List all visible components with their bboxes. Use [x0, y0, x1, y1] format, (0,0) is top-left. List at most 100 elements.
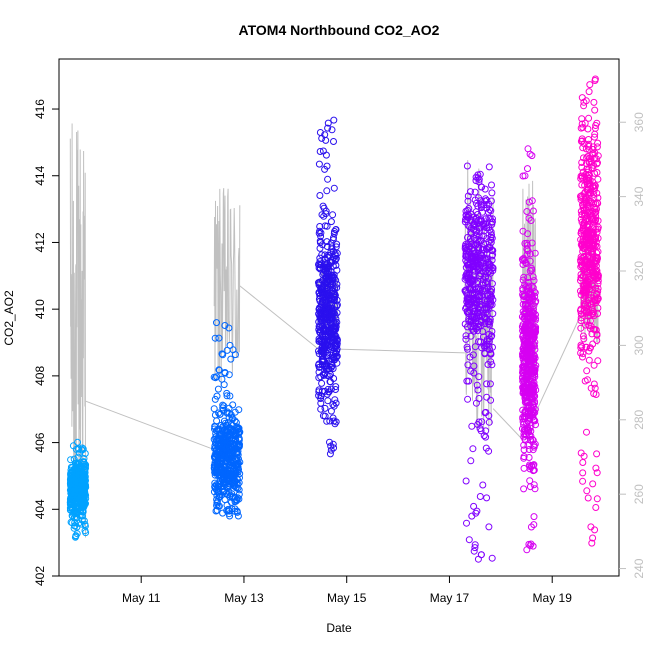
data-point [321, 165, 329, 173]
data-point [315, 347, 322, 355]
data-point [579, 469, 587, 477]
data-point [581, 377, 589, 385]
data-point [471, 544, 479, 552]
data-point [583, 165, 591, 173]
data-point [474, 305, 482, 313]
data-point [464, 192, 472, 200]
series-5 [518, 145, 540, 554]
data-point [218, 443, 226, 451]
data-point [474, 174, 482, 182]
data-point [230, 482, 238, 490]
y-axis-label: CO2_AO2 [2, 290, 16, 346]
data-point [69, 442, 77, 450]
data-point [525, 348, 533, 356]
data-point [475, 373, 483, 381]
secondary-connector-4 [492, 408, 522, 439]
data-point [327, 446, 335, 454]
data-point [531, 440, 539, 448]
data-point [578, 163, 586, 171]
data-point [523, 387, 531, 394]
data-point [329, 327, 337, 334]
data-point [74, 498, 81, 505]
data-point [477, 317, 485, 325]
data-point [585, 146, 593, 154]
data-point [469, 445, 477, 453]
data-point [235, 406, 243, 414]
y2-tick-label: 300 [632, 335, 646, 355]
data-point [315, 264, 323, 272]
data-point [330, 116, 338, 124]
data-point [489, 215, 496, 223]
data-point [331, 343, 339, 351]
secondary-connector-2 [239, 285, 319, 350]
data-point [321, 284, 329, 292]
data-point [465, 280, 473, 288]
data-point [323, 222, 331, 230]
data-point [586, 81, 594, 89]
data-point [526, 150, 534, 158]
data-point [591, 106, 599, 114]
data-point [219, 351, 227, 359]
data-point [319, 326, 327, 334]
chart-title: ATOM4 Northbound CO2_AO2 [239, 22, 440, 38]
data-point [462, 286, 470, 294]
data-point [225, 324, 233, 332]
data-point [475, 395, 483, 402]
data-point [528, 239, 536, 247]
data-point [593, 274, 600, 282]
data-point [484, 361, 492, 368]
data-point [591, 217, 599, 225]
data-point [469, 290, 477, 298]
data-point [225, 371, 233, 379]
data-point [529, 542, 537, 550]
data-point [464, 395, 472, 403]
data-point [485, 214, 493, 222]
data-point [73, 460, 81, 468]
data-point [593, 297, 601, 304]
data-point [519, 276, 527, 284]
data-point [586, 312, 594, 320]
data-point [484, 269, 491, 277]
data-point [579, 332, 587, 340]
data-point [530, 521, 538, 529]
data-point [215, 472, 223, 480]
data-point [487, 396, 495, 404]
data-point [467, 367, 475, 375]
series-6 [577, 75, 602, 547]
data-point [80, 517, 88, 525]
y2-tick-label: 320 [632, 261, 646, 281]
data-point [315, 337, 323, 345]
data-point [317, 399, 325, 407]
data-point [578, 94, 586, 102]
data-point [531, 316, 539, 324]
data-point [471, 541, 479, 549]
data-point [577, 449, 585, 457]
data-point [588, 242, 596, 250]
data-point [589, 534, 597, 542]
data-point [587, 294, 595, 302]
data-point [591, 133, 598, 141]
data-point [213, 319, 220, 327]
data-point [79, 469, 87, 477]
data-point [484, 283, 492, 291]
data-point [75, 445, 83, 453]
data-point [323, 243, 331, 250]
data-point [477, 261, 485, 269]
data-point [530, 466, 537, 474]
data-point [330, 417, 338, 425]
data-point [525, 214, 533, 222]
data-point [327, 407, 335, 415]
data-point [520, 433, 528, 441]
data-point [578, 310, 586, 318]
data-point [224, 439, 232, 447]
data-point [74, 481, 82, 489]
data-point [479, 328, 487, 336]
data-point [470, 226, 477, 233]
data-point [79, 501, 87, 509]
data-point [467, 332, 475, 340]
data-point [589, 150, 597, 158]
data-point [485, 523, 493, 531]
data-point [583, 428, 590, 436]
data-point [475, 217, 483, 225]
data-point [577, 291, 585, 299]
